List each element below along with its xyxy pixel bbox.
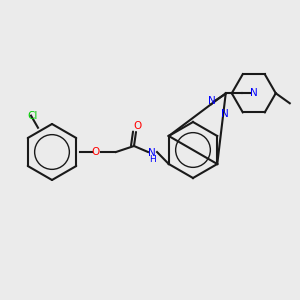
Text: N: N [250, 88, 258, 98]
Text: O: O [134, 121, 142, 131]
Text: H: H [148, 155, 155, 164]
Text: N: N [208, 96, 216, 106]
Text: O: O [92, 147, 100, 157]
Text: Cl: Cl [28, 111, 38, 121]
Text: N: N [148, 148, 156, 158]
Text: N: N [221, 109, 229, 119]
